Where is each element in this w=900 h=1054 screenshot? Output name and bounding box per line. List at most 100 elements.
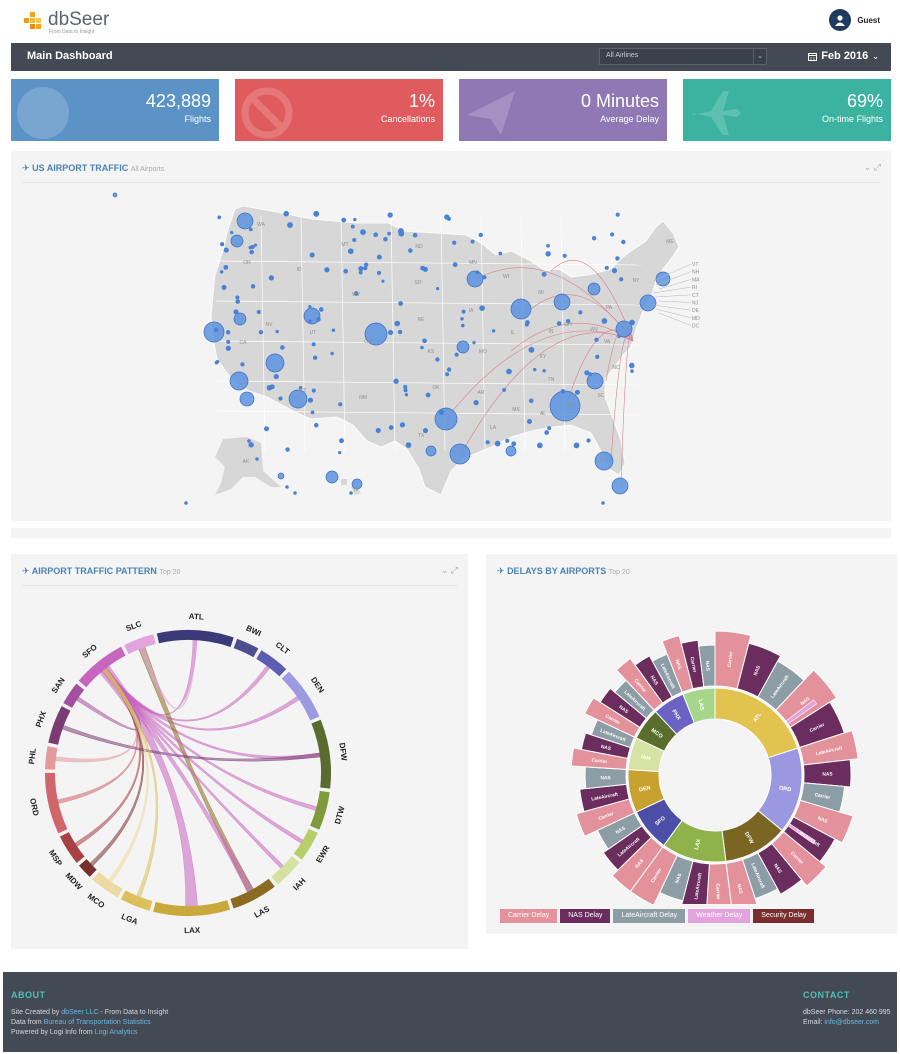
airport-dot[interactable] [311,388,316,393]
airport-dot[interactable] [352,237,357,243]
airport-dot[interactable] [331,328,336,332]
chord-arc-clt[interactable] [256,650,287,677]
airport-dot[interactable] [621,239,626,245]
airport-dot[interactable] [630,369,634,373]
chord-arc-ord[interactable] [45,772,68,834]
us-map[interactable]: WA OR CA NV ID MT WY UT CO AZ NM ND SD NE KS OK TX MN IA MO… [11,151,891,521]
airport-dot[interactable] [225,345,231,351]
airport-dot[interactable] [611,267,618,274]
airport-dot[interactable] [278,396,283,401]
airport-dot[interactable] [350,224,355,229]
airport-dot[interactable] [253,243,258,247]
airport-dot[interactable] [397,329,403,335]
airport-dot[interactable] [556,321,562,326]
airport-dot[interactable] [532,367,537,372]
chord-diagram[interactable]: ATL BWI CLT DEN DFW DTW EWR IAH LAS LAX LGA MCOMDWM… [11,554,468,949]
airport-dot[interactable] [363,266,368,271]
airport-dot[interactable] [373,232,378,238]
airport-dot[interactable] [283,210,289,217]
logi-link[interactable]: Logi Analytics [94,1029,138,1036]
airport-dot[interactable] [230,231,234,235]
chord-arc-san[interactable] [63,683,85,708]
airport-dot[interactable] [310,410,315,415]
airport-dot[interactable] [230,234,244,248]
airport-dot[interactable] [494,440,501,447]
airport-dot[interactable] [221,284,227,290]
sunburst-weather-segment[interactable] [785,699,817,725]
airport-dot[interactable] [482,275,487,280]
airport-dot[interactable] [358,265,364,272]
chord-arc-atl[interactable] [156,630,234,647]
airport-dot[interactable] [293,491,297,495]
airport-dot[interactable] [639,294,657,312]
sunburst-delay-segment[interactable] [698,644,716,688]
airport-dot[interactable] [351,478,363,490]
airport-dot[interactable] [233,309,239,315]
airport-dot[interactable] [601,318,608,324]
chord-arc-phl[interactable] [45,746,58,770]
airport-dot[interactable] [511,441,517,447]
airport-dot[interactable] [343,268,349,274]
airport-dot[interactable] [309,252,315,258]
airport-dot[interactable] [542,369,546,373]
airport-dot[interactable] [506,368,512,375]
airport-dot[interactable] [436,286,440,291]
airport-dot[interactable] [584,370,590,376]
airport-dot[interactable] [485,440,490,445]
airport-dot[interactable] [460,323,465,328]
airport-dot[interactable] [376,270,382,275]
airport-dot[interactable] [475,270,480,275]
airport-dot[interactable] [235,295,240,300]
dbseer-link[interactable]: dbSeer LLC [61,1009,99,1016]
avatar[interactable] [829,9,852,31]
airport-dot[interactable] [258,329,264,335]
airport-dot[interactable] [318,307,324,312]
airport-dot[interactable] [434,407,458,431]
airport-dot[interactable] [629,319,635,326]
airport-dot[interactable] [403,384,408,390]
airport-dot[interactable] [594,337,599,342]
chord-arc-dtw[interactable] [310,790,330,830]
airport-dot[interactable] [435,357,440,362]
airport-dot[interactable] [594,451,614,471]
airport-dot[interactable] [247,439,251,443]
airport-dot[interactable] [248,442,254,448]
airport-dot[interactable] [298,385,303,390]
airport-dot[interactable] [629,362,635,369]
airport-dot[interactable] [498,251,503,256]
airport-dot[interactable] [388,329,394,336]
airport-dot[interactable] [615,320,633,338]
airport-dot[interactable] [408,248,413,253]
airport-dot[interactable] [491,329,496,333]
airport-dot[interactable] [404,393,409,397]
airport-dot[interactable] [308,319,312,323]
airport-dot[interactable] [256,309,261,315]
chord-arc-mdw[interactable] [79,859,97,877]
airport-dot[interactable] [412,232,418,238]
collapse-icon[interactable]: ⌄ [440,565,449,575]
airport-dot[interactable] [587,282,601,296]
airport-dot[interactable] [528,398,534,404]
airport-dot[interactable] [263,426,270,432]
airport-dot[interactable] [275,329,279,334]
airport-dot[interactable] [478,232,484,238]
airport-dot[interactable] [560,389,566,394]
airport-dot[interactable] [502,387,507,392]
chord-arc-sfo[interactable] [78,646,126,688]
airport-dot[interactable] [313,422,319,428]
brand-logo[interactable]: dbSeer From Data to Insight [22,9,152,35]
bts-link[interactable]: Bureau of Transportation Statistics [43,1019,151,1026]
airport-dot[interactable] [225,330,231,335]
airport-dot[interactable] [586,438,591,443]
airport-dot[interactable] [393,378,399,384]
airport-dot[interactable] [565,318,571,324]
airport-dot[interactable] [619,277,624,282]
airport-dot[interactable] [403,388,408,393]
email-link[interactable]: info@dbseer.com [824,1019,879,1026]
airport-dot[interactable] [601,501,605,505]
chord-arc-dfw[interactable] [311,719,331,789]
airport-dot[interactable] [466,270,484,288]
sunburst-airport-las[interactable] [682,687,716,724]
chord-arc-lax[interactable] [153,900,231,916]
airport-dot[interactable] [398,301,403,306]
